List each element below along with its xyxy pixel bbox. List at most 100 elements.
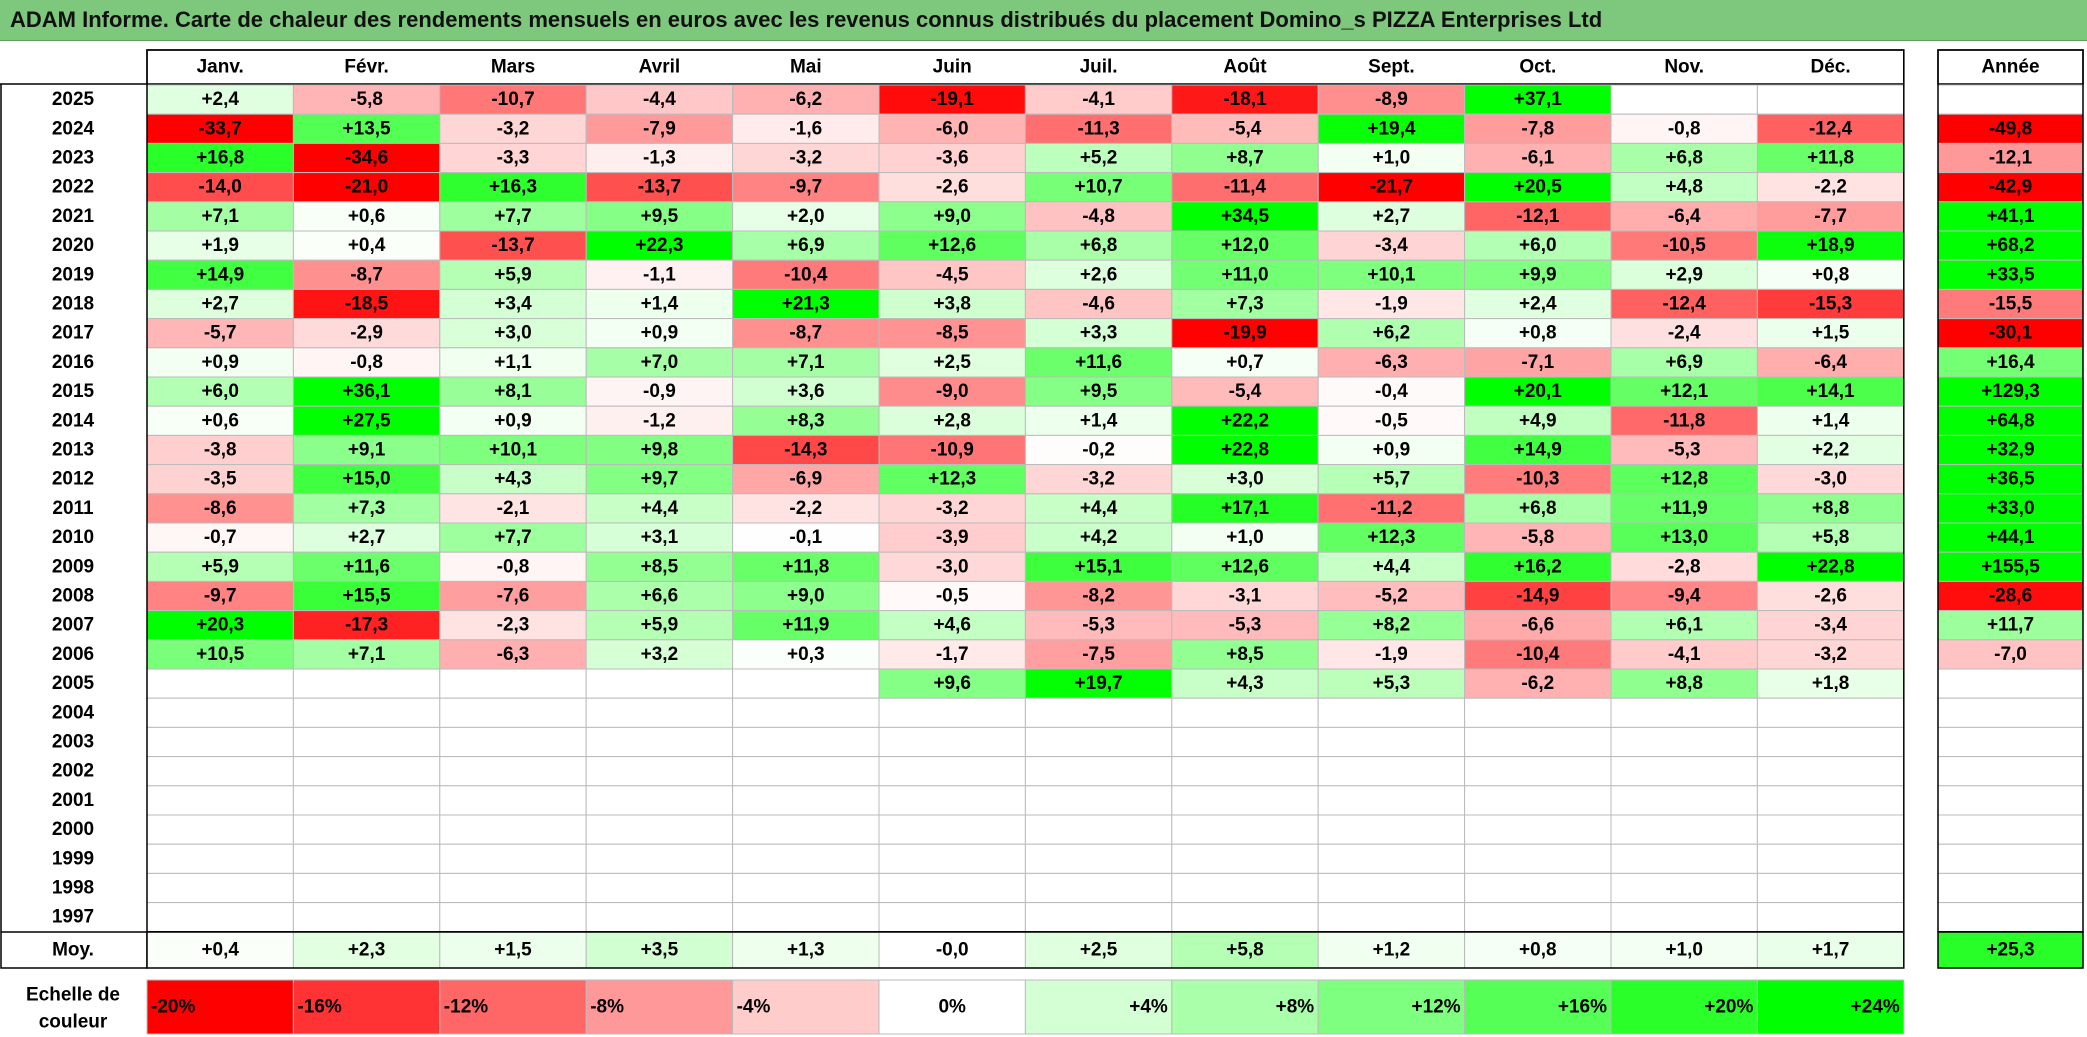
heatmap-cell (878, 405, 1026, 436)
heatmap-cell (585, 610, 734, 641)
cell-value: -2,8 (1668, 556, 1701, 577)
average-value: +2,5 (1080, 940, 1118, 961)
heatmap-cell (732, 697, 880, 728)
heatmap-cell (1171, 172, 1319, 203)
heatmap-cell (1610, 113, 1758, 144)
cell-value: -3,6 (936, 148, 969, 169)
heatmap-cell (732, 551, 880, 582)
heatmap-cell (292, 639, 441, 670)
heatmap-cell (1171, 843, 1319, 874)
cell-value: -2,9 (350, 323, 383, 344)
heatmap-cell (1317, 697, 1466, 728)
heatmap-cell (1171, 376, 1319, 407)
heatmap-cell (585, 493, 734, 524)
cell-value: +8,8 (1812, 498, 1850, 519)
heatmap-cell (585, 639, 734, 670)
heatmap-cell (732, 201, 880, 232)
cell-value: -8,6 (204, 498, 237, 519)
cell-value: -0,4 (1375, 381, 1408, 402)
heatmap-cell (1756, 493, 1905, 524)
cell-value: +5,7 (1373, 469, 1411, 490)
cell-value: +6,6 (641, 586, 679, 607)
heatmap-cell (292, 785, 441, 816)
heatmap-cell (1464, 142, 1612, 174)
cell-value: +15,5 (343, 586, 392, 607)
heatmap-cell (732, 434, 880, 466)
scale-label: +16% (1558, 997, 1607, 1018)
cell-value: +3,0 (494, 323, 532, 344)
row-year-label: 2009 (52, 556, 94, 577)
heatmap-cell (732, 493, 880, 524)
heatmap-cell (585, 464, 734, 495)
heatmap-cell (1171, 668, 1319, 699)
scale-label: +8% (1276, 997, 1315, 1018)
cell-value: +19,4 (1367, 118, 1416, 139)
heatmap-cell (292, 142, 441, 174)
cell-value: -3,2 (497, 118, 530, 139)
heatmap-cell (585, 697, 734, 728)
heatmap-cell (732, 259, 880, 290)
heatmap-cell (1024, 288, 1173, 320)
heatmap-cell (1610, 522, 1758, 553)
cell-value: -6,2 (1521, 673, 1554, 694)
heatmap-cell (439, 726, 587, 758)
heatmap-cell (292, 668, 441, 699)
cell-value: -4,1 (1082, 89, 1115, 110)
cell-value: +6,2 (1373, 323, 1411, 344)
cell-value: -7,9 (643, 118, 676, 139)
cell-value: +0,9 (1373, 440, 1411, 461)
cell-value: +11,6 (1075, 352, 1122, 373)
heatmap-cell (1610, 464, 1758, 495)
heatmap-cell (1756, 522, 1905, 553)
heatmap-cell (439, 785, 587, 816)
heatmap-cell (878, 697, 1026, 728)
cell-value: +20,1 (1514, 381, 1563, 402)
average-value: +1,7 (1812, 940, 1850, 961)
heatmap-cell (1317, 814, 1466, 845)
heatmap-cell (585, 726, 734, 758)
cell-value: +0,7 (1226, 352, 1264, 373)
cell-value: -6,6 (1521, 615, 1554, 636)
cell-value: -11,8 (1663, 410, 1705, 431)
heatmap-cell (439, 756, 587, 787)
cell-value: +17,1 (1221, 498, 1270, 519)
heatmap-cell (1317, 843, 1466, 874)
scale-swatch (439, 979, 587, 1035)
row-year-label: 2016 (52, 352, 94, 373)
heatmap-cell (146, 405, 294, 436)
heatmap-cell (1024, 610, 1173, 641)
cell-value: -6,1 (1521, 148, 1554, 169)
heatmap-cell (1171, 434, 1319, 466)
cell-value: -9,7 (204, 586, 237, 607)
scale-swatch (1756, 979, 1905, 1035)
heatmap-cell (732, 814, 880, 845)
row-year-label: 2020 (52, 235, 94, 256)
cell-value: -3,4 (1814, 615, 1847, 636)
heatmap-cell (1171, 726, 1319, 758)
cell-value: -6,3 (497, 644, 530, 665)
cell-value: +9,1 (348, 440, 386, 461)
cell-value: -3,0 (1814, 469, 1847, 490)
heatmap-cell (585, 668, 734, 699)
heatmap-cell (732, 639, 880, 670)
heatmap-cell (146, 785, 294, 816)
cell-value: -0,2 (1082, 440, 1115, 461)
cell-value: -14,3 (784, 440, 827, 461)
cell-value: -7,1 (1521, 352, 1554, 373)
heatmap-cell (585, 522, 734, 553)
heatmap-cell (1610, 814, 1758, 845)
annual-value: -28,6 (1989, 586, 2032, 607)
heatmap-cell (585, 756, 734, 787)
cell-value: +11,9 (1661, 498, 1708, 519)
cell-value: +4,4 (1373, 556, 1411, 577)
heatmap-cell (878, 668, 1026, 699)
cell-value: +1,4 (1080, 410, 1118, 431)
heatmap-cell (1464, 201, 1612, 232)
heatmap-cell (1610, 84, 1758, 115)
annual-value: +33,0 (1986, 498, 2034, 519)
cell-value: -14,9 (1516, 586, 1559, 607)
annual-value: -15,5 (1989, 294, 2033, 315)
heatmap-cell (732, 610, 880, 641)
annual-cell (1937, 697, 2084, 728)
